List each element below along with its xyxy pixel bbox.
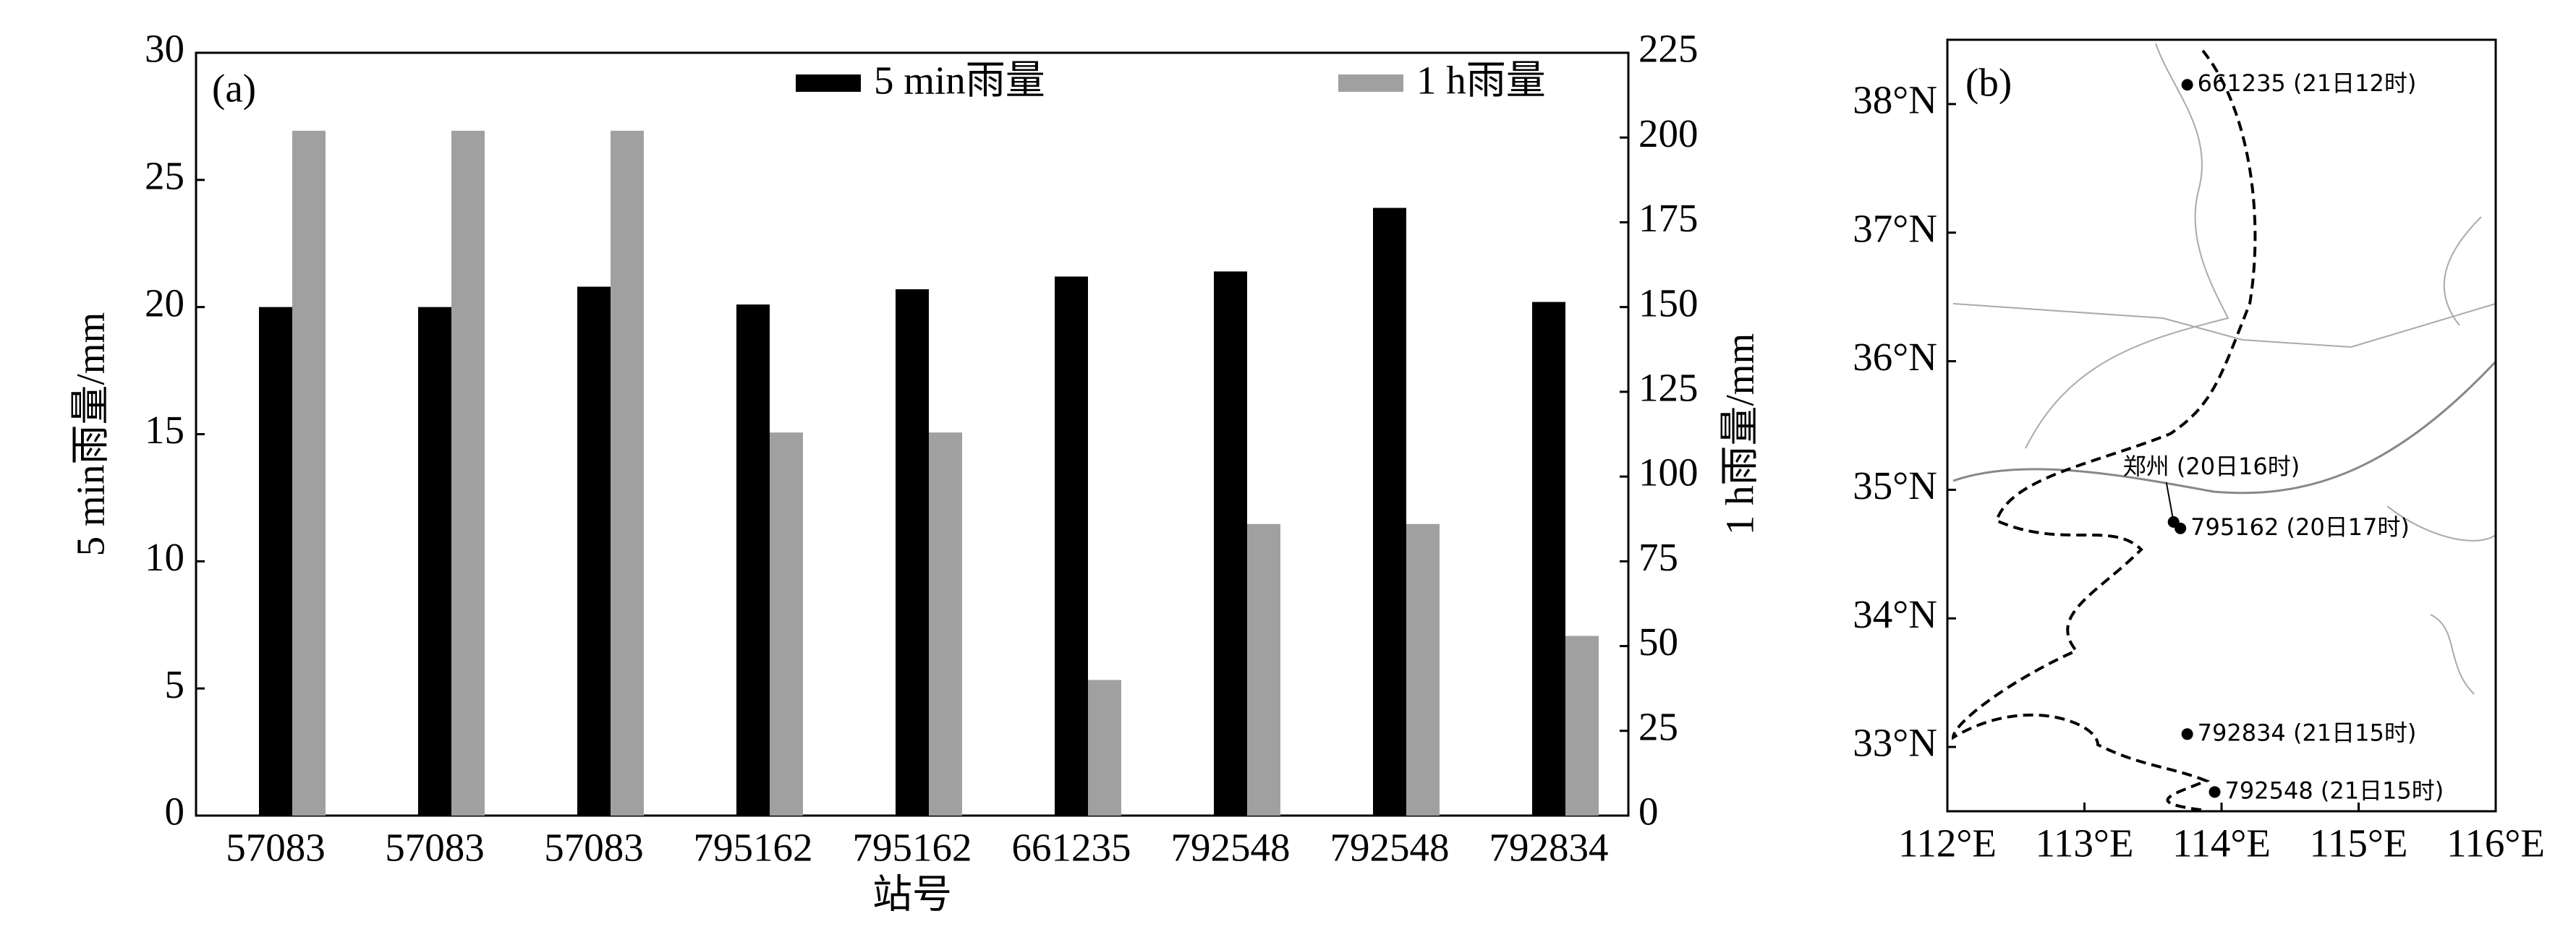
legend-label: 5 min雨量 — [874, 59, 1045, 103]
y2-tick-label: 75 — [1638, 535, 1678, 579]
x-tick-label: 57083 — [544, 826, 644, 870]
y2-tick-label: 150 — [1638, 281, 1699, 325]
station-point — [2175, 522, 2187, 534]
y2-axis-title: 1 h雨量/mm — [1718, 333, 1762, 536]
y2-tick-label: 25 — [1638, 704, 1678, 748]
x-axis-title: 站号 — [872, 873, 952, 917]
y-tick-label: 33°N — [1853, 721, 1937, 765]
station-label: 795162 (20日17时) — [2190, 513, 2410, 541]
station-label: 郑州 (20日16时) — [2123, 453, 2300, 480]
bar — [929, 432, 962, 816]
x-tick-label: 795162 — [853, 826, 972, 870]
x-tick-label: 795162 — [694, 826, 813, 870]
bar — [1214, 271, 1247, 816]
y2-tick-label: 100 — [1638, 450, 1699, 495]
station-point — [2181, 728, 2193, 740]
y-tick-label: 38°N — [1853, 78, 1937, 122]
bar — [292, 130, 326, 816]
x-tick-label: 792834 — [1489, 826, 1609, 870]
y-tick-label: 0 — [165, 790, 185, 834]
bar — [1406, 523, 1440, 816]
bar — [1088, 680, 1121, 816]
y-tick-label: 10 — [145, 535, 184, 579]
bar — [611, 130, 644, 816]
panel-label: (b) — [1965, 61, 2012, 105]
y2-tick-label: 125 — [1638, 366, 1699, 410]
y2-tick-label: 200 — [1638, 111, 1699, 155]
x-tick-label: 792548 — [1171, 826, 1291, 870]
bar — [451, 130, 485, 816]
bar — [259, 307, 292, 816]
y2-tick-label: 225 — [1638, 27, 1699, 71]
y2-tick-label: 50 — [1638, 620, 1678, 664]
station-label: 792548 (21日15时) — [2225, 777, 2444, 804]
map-layout — [1951, 43, 2497, 812]
bar — [770, 432, 803, 816]
bar — [1373, 208, 1406, 816]
legend-label: 1 h雨量 — [1416, 59, 1546, 103]
legend-swatch — [796, 74, 861, 92]
x-tick-label: 113°E — [2035, 821, 2133, 865]
y-tick-label: 36°N — [1853, 335, 1937, 379]
bar — [896, 289, 929, 816]
station-point — [2209, 786, 2221, 798]
bar — [1055, 276, 1088, 816]
y-tick-label: 15 — [145, 408, 184, 452]
x-tick-label: 112°E — [1898, 821, 1997, 865]
bar — [1247, 523, 1280, 816]
station-label: 661235 (21日12时) — [2198, 69, 2417, 97]
bar — [1532, 302, 1565, 816]
y-tick-label: 37°N — [1853, 206, 1937, 250]
x-tick-label: 114°E — [2172, 821, 2271, 865]
x-tick-label: 57083 — [385, 826, 485, 870]
x-tick-label: 661235 — [1012, 826, 1131, 870]
y2-tick-label: 0 — [1638, 790, 1659, 834]
y-tick-label: 30 — [145, 27, 184, 71]
x-tick-label: 116°E — [2447, 821, 2545, 865]
bar — [1565, 636, 1599, 816]
y-tick-label: 35°N — [1853, 463, 1937, 508]
y-tick-label: 20 — [145, 281, 184, 325]
x-tick-label: 115°E — [2309, 821, 2407, 865]
bar — [418, 307, 451, 816]
x-tick-label: 792548 — [1330, 826, 1450, 870]
y-tick-label: 25 — [145, 153, 184, 197]
y-axis-title: 5 min雨量/mm — [69, 312, 113, 557]
leader-line — [2165, 482, 2175, 523]
y2-tick-label: 175 — [1638, 196, 1699, 240]
station-label: 792834 (21日15时) — [2198, 719, 2417, 746]
map-frame — [1946, 38, 2497, 813]
x-tick-label: 57083 — [226, 826, 326, 870]
legend-swatch — [1338, 74, 1403, 92]
station-point — [2181, 79, 2193, 91]
bar — [577, 286, 611, 816]
y-tick-label: 5 — [165, 662, 185, 706]
y-tick-label: 34°N — [1853, 592, 1937, 636]
bar — [736, 304, 770, 816]
panel-label: (a) — [212, 67, 256, 111]
